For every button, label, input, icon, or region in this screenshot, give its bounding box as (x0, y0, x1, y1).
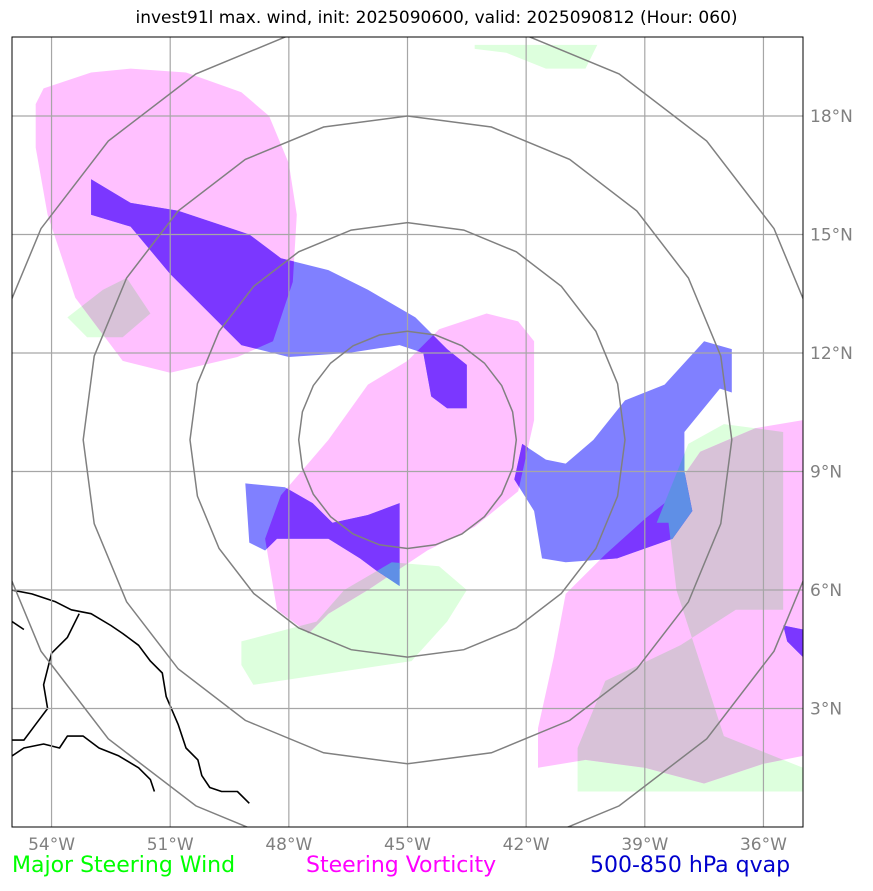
legend-qvap: 500-850 hPa qvap (590, 853, 791, 878)
range-rings (12, 37, 803, 827)
coastline-3 (12, 620, 25, 631)
lat-tick-label: 6°N (810, 581, 842, 601)
lat-tick-label: 18°N (810, 107, 853, 127)
wind-region-0 (474, 44, 598, 69)
axis-tick-labels: 54°W 51°W 48°W 45°W 42°W 39°W 36°W 18°N 15°N 12°N… (28, 107, 853, 855)
wind-region-2 (241, 562, 467, 685)
coastline-0 (12, 589, 250, 804)
vorticity-region-1 (265, 313, 535, 634)
lon-tick-label: 54°W (28, 835, 75, 855)
lat-tick-label: 15°N (810, 226, 853, 246)
range-ring-2 (82, 115, 733, 765)
map-frame (11, 36, 804, 828)
lon-tick-label: 39°W (621, 835, 668, 855)
vq-overlap-2-3 (783, 625, 803, 658)
lon-tick-label: 48°W (265, 835, 312, 855)
lon-tick-label: 51°W (147, 835, 194, 855)
legend-steering-vorticity: Steering Vorticity (306, 853, 497, 878)
coastline-layer (12, 589, 250, 804)
lon-tick-label: 36°W (740, 835, 787, 855)
map-title: invest91l max. wind, init: 2025090600, v… (135, 8, 738, 28)
range-ring-1 (189, 221, 626, 658)
vq-overlap-0-0 (91, 179, 297, 373)
lon-tick-label: 45°W (384, 835, 431, 855)
range-ring-3 (12, 37, 803, 827)
lat-tick-label: 12°N (810, 344, 853, 364)
coastline-1 (12, 735, 156, 792)
lon-tick-label: 42°W (503, 835, 550, 855)
lat-tick-label: 9°N (810, 463, 842, 483)
legend-major-steering-wind: Major Steering Wind (12, 853, 236, 878)
lat-tick-label: 3°N (810, 700, 842, 720)
range-ring-0 (297, 330, 518, 550)
vq-overlap-1-1 (265, 483, 400, 586)
wv-overlap-1-0 (67, 277, 151, 338)
coastline-2 (12, 613, 80, 741)
